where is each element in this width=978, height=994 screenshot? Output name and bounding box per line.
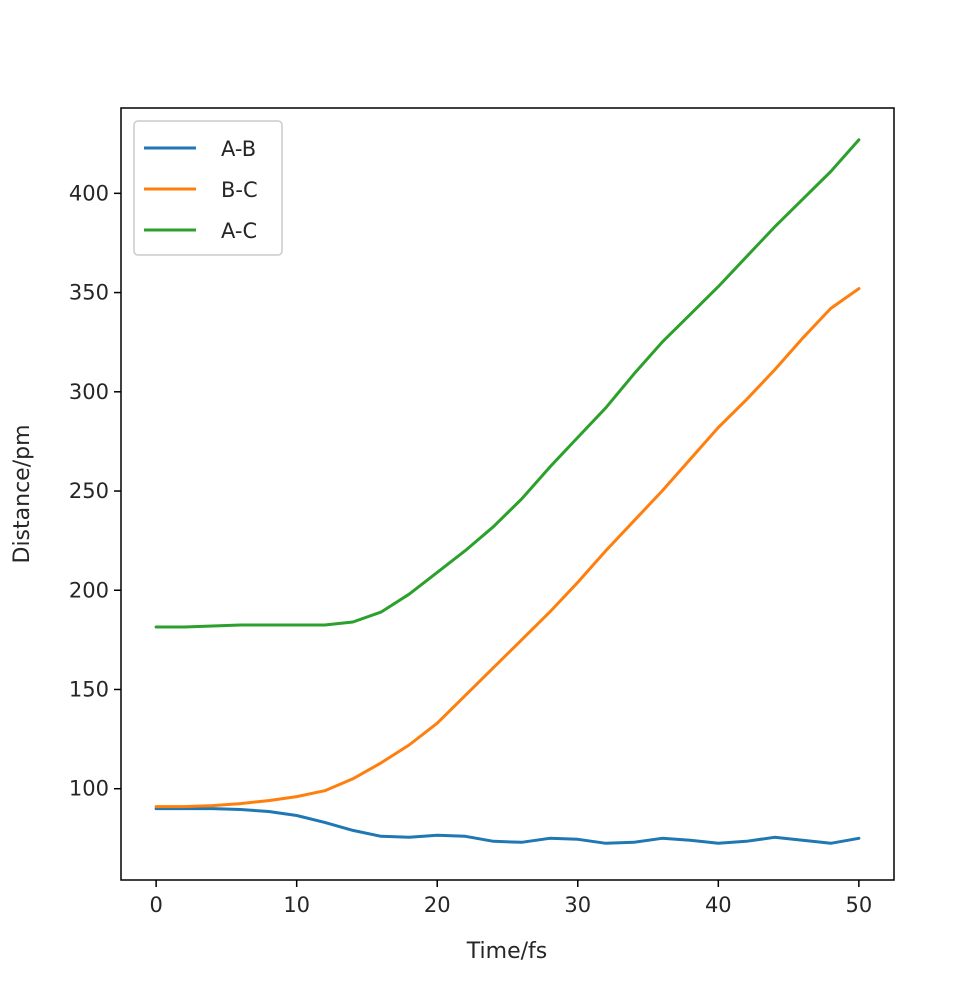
- y-tick-label: 250: [69, 479, 109, 503]
- y-axis-label: Distance/pm: [10, 424, 35, 563]
- y-tick-label: 350: [69, 281, 109, 305]
- series-line-2: [154, 138, 861, 629]
- legend-label-1: B-C: [221, 178, 258, 202]
- x-ticks: 0 10 20 30 40 50: [149, 880, 872, 917]
- x-tick-label: 20: [424, 893, 451, 917]
- x-axis-label: Time/fs: [466, 939, 547, 964]
- y-tick-label: 300: [69, 380, 109, 404]
- series-layer: [154, 138, 861, 845]
- legend-label-0: A-B: [221, 137, 256, 161]
- x-tick-label: 0: [149, 893, 162, 917]
- legend: A-B B-C A-C: [133, 120, 283, 256]
- y-tick-label: 100: [69, 777, 109, 801]
- y-ticks: 100 150 200 250 300 350 400: [69, 181, 121, 801]
- y-tick-label: 200: [69, 578, 109, 602]
- series-line-0: [154, 807, 861, 845]
- legend-box: [133, 120, 283, 256]
- x-tick-label: 10: [283, 893, 310, 917]
- series-line-1: [154, 287, 861, 809]
- x-tick-label: 50: [845, 893, 872, 917]
- legend-label-2: A-C: [221, 219, 257, 243]
- x-tick-label: 40: [705, 893, 732, 917]
- y-tick-label: 400: [69, 181, 109, 205]
- x-tick-label: 30: [564, 893, 591, 917]
- plot-frame: [120, 107, 895, 881]
- y-tick-label: 150: [69, 677, 109, 701]
